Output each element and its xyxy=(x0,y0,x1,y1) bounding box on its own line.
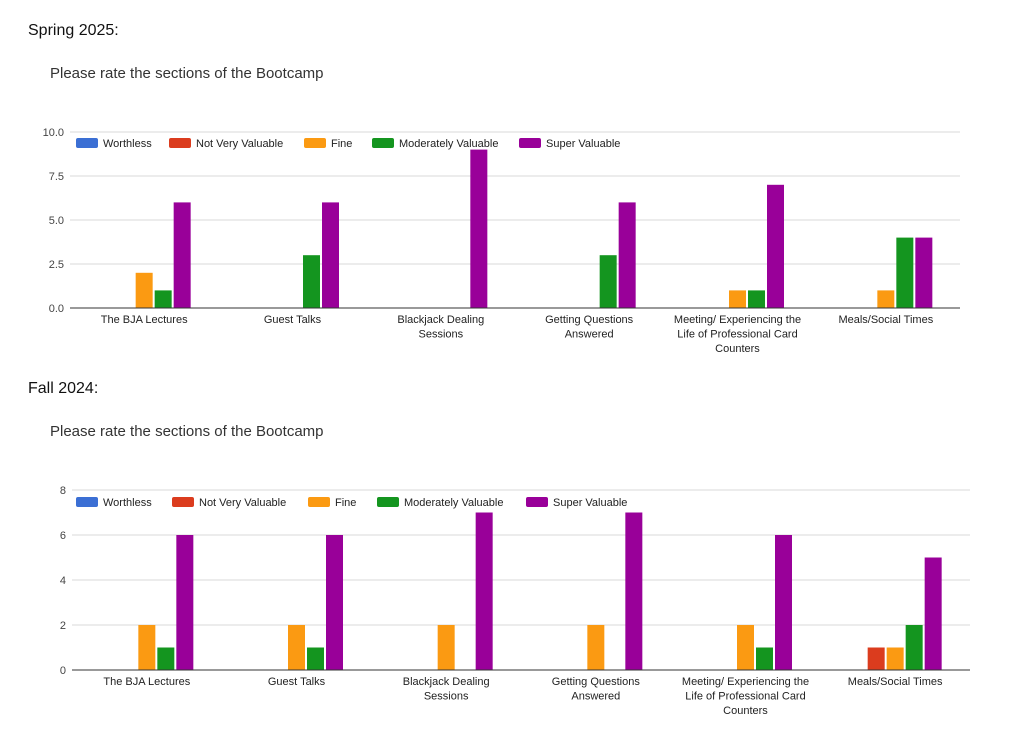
legend-label-moderately-valuable: Moderately Valuable xyxy=(399,138,498,150)
bar-guest-talks-super-valuable xyxy=(322,202,339,308)
legend-swatch-fine xyxy=(308,497,330,507)
bar-blackjack-dealing-sessions-fine xyxy=(437,625,455,670)
bar-guest-talks-super-valuable xyxy=(326,535,343,670)
bar-meals-social-times-moderately-valuable xyxy=(896,237,914,308)
bar-meeting-experiencing-the-life-of-professional-card-counters-moderately-valuable xyxy=(748,290,765,308)
y-tick-label: 0.0 xyxy=(49,303,64,315)
x-category-label: Answered xyxy=(571,691,620,703)
bar-the-bja-lectures-fine xyxy=(135,272,153,308)
legend-label-super-valuable: Super Valuable xyxy=(553,497,627,509)
legend-swatch-worthless xyxy=(76,497,98,507)
bar-meeting-experiencing-the-life-of-professional-card-counters-super-valuable xyxy=(767,184,784,308)
y-tick-label: 7.5 xyxy=(49,171,64,183)
x-category-label: Blackjack Dealing xyxy=(397,314,484,326)
legend-swatch-fine xyxy=(304,138,326,148)
bar-blackjack-dealing-sessions-super-valuable xyxy=(470,149,488,308)
bar-the-bja-lectures-super-valuable xyxy=(176,535,194,670)
legend-swatch-not-very-valuable xyxy=(172,497,194,507)
spring-2025-chart-title: Please rate the sections of the Bootcamp xyxy=(50,65,324,82)
x-category-label: Counters xyxy=(715,343,760,355)
fall-2024-chart-title: Please rate the sections of the Bootcamp xyxy=(50,423,324,440)
legend-label-fine: Fine xyxy=(335,497,356,509)
bar-meeting-experiencing-the-life-of-professional-card-counters-fine xyxy=(729,290,746,308)
x-category-label: Life of Professional Card xyxy=(677,329,797,341)
legend-label-worthless: Worthless xyxy=(103,138,152,150)
legend-swatch-moderately-valuable xyxy=(377,497,399,507)
bar-meeting-experiencing-the-life-of-professional-card-counters-moderately-valuable xyxy=(756,647,773,670)
fall-2024-heading: Fall 2024: xyxy=(28,380,99,397)
x-category-label: Answered xyxy=(565,329,614,341)
x-category-label: The BJA Lectures xyxy=(101,314,188,326)
y-tick-label: 5.0 xyxy=(49,215,64,227)
spring-2025-bar-chart: 0.0 2.5 5.0 7.5 10.0 The BJA Lectures Guest Ta… xyxy=(43,127,960,355)
legend-label-super-valuable: Super Valuable xyxy=(546,138,620,150)
x-category-label: Getting Questions xyxy=(545,314,634,326)
legend-swatch-moderately-valuable xyxy=(372,138,394,148)
bar-guest-talks-fine xyxy=(288,625,305,670)
bar-getting-questions-answered-super-valuable xyxy=(618,202,636,308)
bar-getting-questions-answered-moderately-valuable xyxy=(599,255,617,308)
x-category-label: Blackjack Dealing xyxy=(403,676,490,688)
bar-guest-talks-moderately-valuable xyxy=(303,255,320,308)
y-tick-label: 10.0 xyxy=(43,127,64,139)
bar-meals-social-times-fine xyxy=(877,290,895,308)
bar-the-bja-lectures-moderately-valuable xyxy=(157,647,175,670)
legend-swatch-super-valuable xyxy=(519,138,541,148)
bar-meeting-experiencing-the-life-of-professional-card-counters-super-valuable xyxy=(775,535,792,670)
x-category-label: The BJA Lectures xyxy=(103,676,190,688)
x-category-label: Meeting/ Experiencing the xyxy=(682,676,809,688)
legend-label-moderately-valuable: Moderately Valuable xyxy=(404,497,503,509)
legend-label-not-very-valuable: Not Very Valuable xyxy=(199,497,286,509)
x-category-label: Meals/Social Times xyxy=(848,676,943,688)
legend-label-worthless: Worthless xyxy=(103,497,152,509)
x-category-label: Sessions xyxy=(424,691,469,703)
legend-label-not-very-valuable: Not Very Valuable xyxy=(196,138,283,150)
fall-2024-bar-chart: 0 2 4 6 8 The BJA Lectures Guest Talks Blackjac… xyxy=(60,485,970,717)
legend-swatch-not-very-valuable xyxy=(169,138,191,148)
bar-meals-social-times-super-valuable xyxy=(915,237,933,308)
bar-meals-social-times-not-very-valuable xyxy=(867,647,885,670)
bar-meals-social-times-fine xyxy=(886,647,904,670)
x-category-label: Sessions xyxy=(419,329,464,341)
x-category-label: Counters xyxy=(723,705,768,717)
bar-meals-social-times-super-valuable xyxy=(924,557,942,670)
y-tick-label: 2 xyxy=(60,620,66,632)
y-tick-label: 4 xyxy=(60,575,66,587)
x-category-label: Life of Professional Card xyxy=(685,691,805,703)
y-tick-label: 2.5 xyxy=(49,259,64,271)
legend-label-fine: Fine xyxy=(331,138,352,150)
bar-guest-talks-moderately-valuable xyxy=(307,647,324,670)
bar-meeting-experiencing-the-life-of-professional-card-counters-fine xyxy=(737,625,754,670)
x-category-label: Guest Talks xyxy=(268,676,326,688)
x-category-label: Getting Questions xyxy=(552,676,641,688)
y-tick-label: 6 xyxy=(60,530,66,542)
bar-the-bja-lectures-super-valuable xyxy=(173,202,191,308)
x-category-label: Meeting/ Experiencing the xyxy=(674,314,801,326)
bar-getting-questions-answered-fine xyxy=(587,625,605,670)
x-category-label: Guest Talks xyxy=(264,314,322,326)
bar-meals-social-times-moderately-valuable xyxy=(905,625,923,670)
bar-the-bja-lectures-moderately-valuable xyxy=(154,290,172,308)
x-category-label: Meals/Social Times xyxy=(838,314,933,326)
spring-2025-heading: Spring 2025: xyxy=(28,22,119,39)
legend-swatch-super-valuable xyxy=(526,497,548,507)
y-tick-label: 8 xyxy=(60,485,66,497)
bar-the-bja-lectures-fine xyxy=(138,625,156,670)
y-tick-label: 0 xyxy=(60,665,66,677)
legend-swatch-worthless xyxy=(76,138,98,148)
bar-blackjack-dealing-sessions-super-valuable xyxy=(475,512,493,670)
bar-getting-questions-answered-super-valuable xyxy=(625,512,643,670)
